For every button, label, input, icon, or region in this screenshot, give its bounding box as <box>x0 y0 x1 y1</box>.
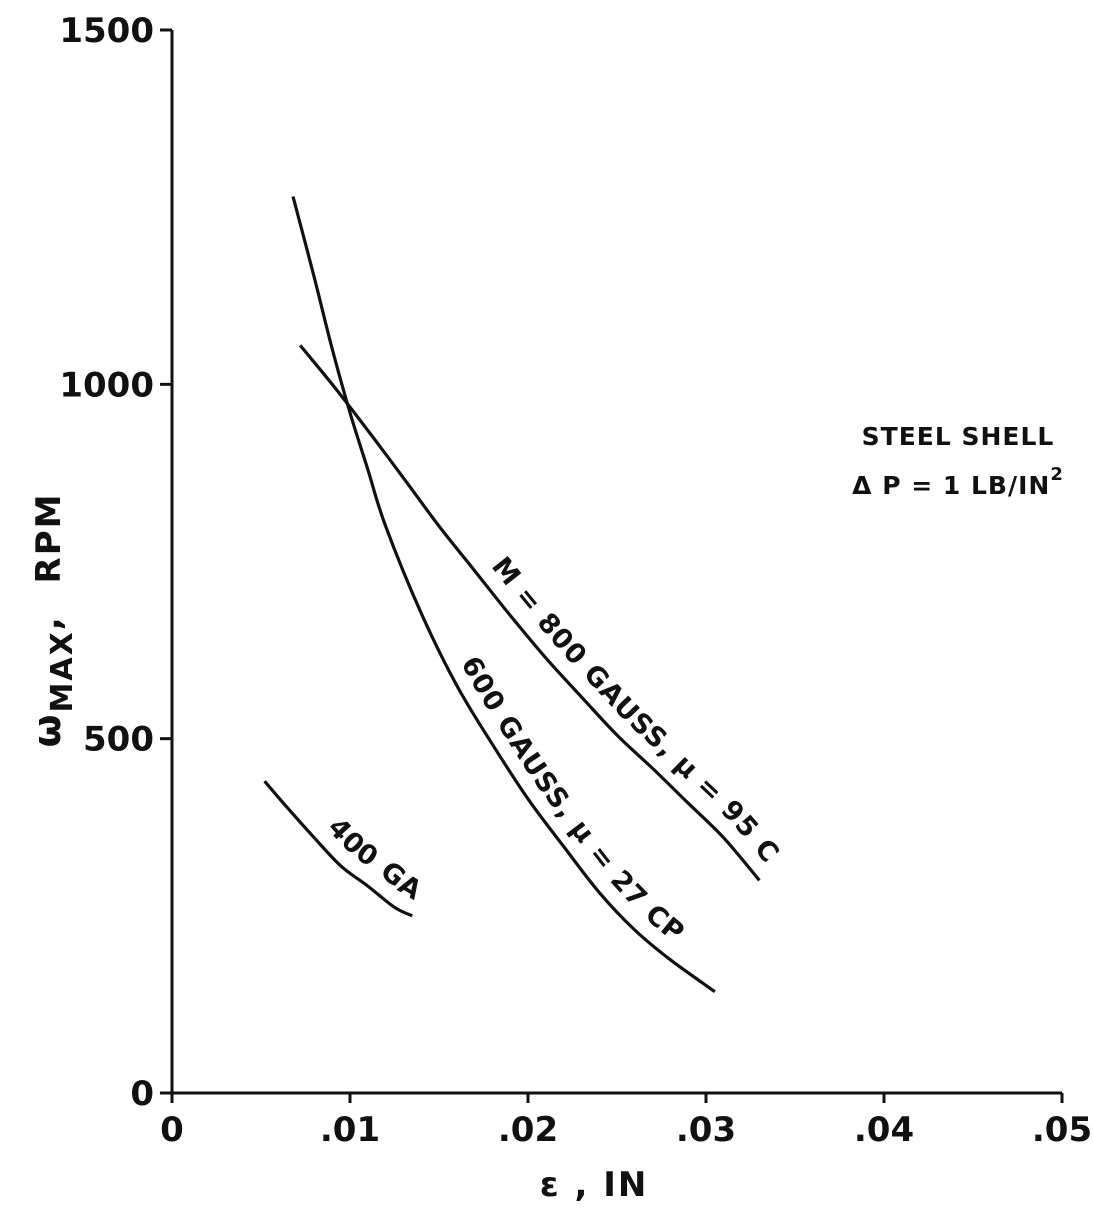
x-tick-label: 0 <box>160 1110 184 1150</box>
y-axis-label: ωMAX, RPM <box>25 493 80 748</box>
series-label-600-gauss: 600 GAUSS, μ = 27 CP <box>455 651 691 948</box>
x-tick-label: .05 <box>1032 1110 1092 1150</box>
y-tick-label: 1500 <box>59 11 154 51</box>
ticks: 0 .01 .02 .03 .04 .05 0 500 1000 1500 <box>59 11 1092 1150</box>
annotation-line-2-text: Δ P = 1 LB/IN <box>852 471 1050 500</box>
x-tick-label: .02 <box>498 1110 558 1150</box>
curves: M = 800 GAUSS, μ = 95 CP600 GAUSS, μ = 2… <box>0 0 784 993</box>
x-tick-label: .03 <box>676 1110 736 1150</box>
y-axis-label-unit: RPM <box>29 493 69 584</box>
annotation-line-2-sup: 2 <box>1050 464 1064 485</box>
x-tick-label: .01 <box>320 1110 380 1150</box>
series-line-800-gauss <box>298 344 761 882</box>
y-tick-label: 500 <box>83 720 154 760</box>
x-axis-label: ε , IN <box>540 1165 649 1205</box>
annotation-line-2: Δ P = 1 LB/IN2 <box>852 464 1064 500</box>
y-axis-label-sub: MAX <box>45 630 80 712</box>
annotation-line-1: STEEL SHELL <box>862 422 1055 451</box>
svg-text:ωMAX, RPM: ωMAX, RPM <box>25 493 80 748</box>
y-tick-label: 1000 <box>59 365 154 405</box>
y-axis-label-symbol: ω <box>25 712 69 747</box>
series-line-600-gauss <box>291 196 716 993</box>
y-tick-label: 0 <box>130 1074 154 1114</box>
x-tick-label: .04 <box>854 1110 914 1150</box>
series-line-400-gauss <box>263 780 413 918</box>
